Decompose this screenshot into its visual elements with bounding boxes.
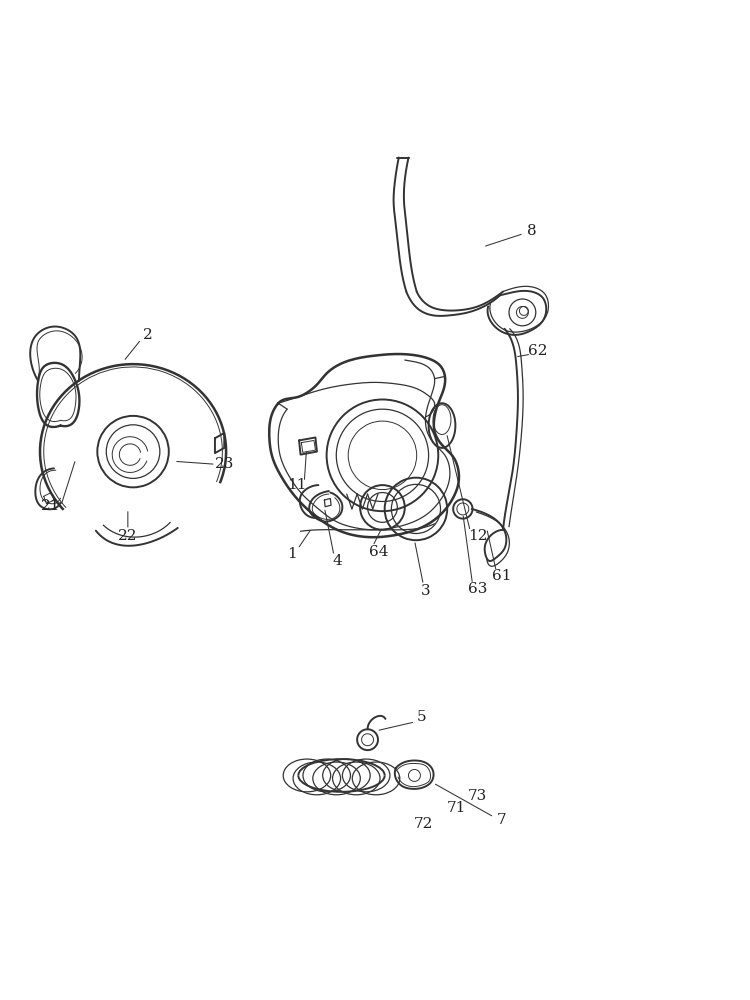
Text: 21: 21 <box>41 499 61 513</box>
Text: 23: 23 <box>215 457 234 471</box>
Text: 63: 63 <box>468 582 488 596</box>
Text: 64: 64 <box>369 545 388 559</box>
Text: 8: 8 <box>526 224 536 238</box>
Text: 5: 5 <box>416 710 426 724</box>
Text: 71: 71 <box>447 801 466 815</box>
Text: 11: 11 <box>287 478 307 492</box>
Text: 22: 22 <box>118 529 137 543</box>
Text: 72: 72 <box>414 817 433 831</box>
Text: 7: 7 <box>496 813 506 827</box>
Text: 4: 4 <box>333 554 343 568</box>
Text: 12: 12 <box>468 529 488 543</box>
Text: 1: 1 <box>286 547 296 561</box>
Text: 3: 3 <box>421 584 430 598</box>
Text: 2: 2 <box>143 328 153 342</box>
Text: 73: 73 <box>468 789 488 803</box>
Text: 61: 61 <box>492 569 512 583</box>
Text: 62: 62 <box>527 344 547 358</box>
